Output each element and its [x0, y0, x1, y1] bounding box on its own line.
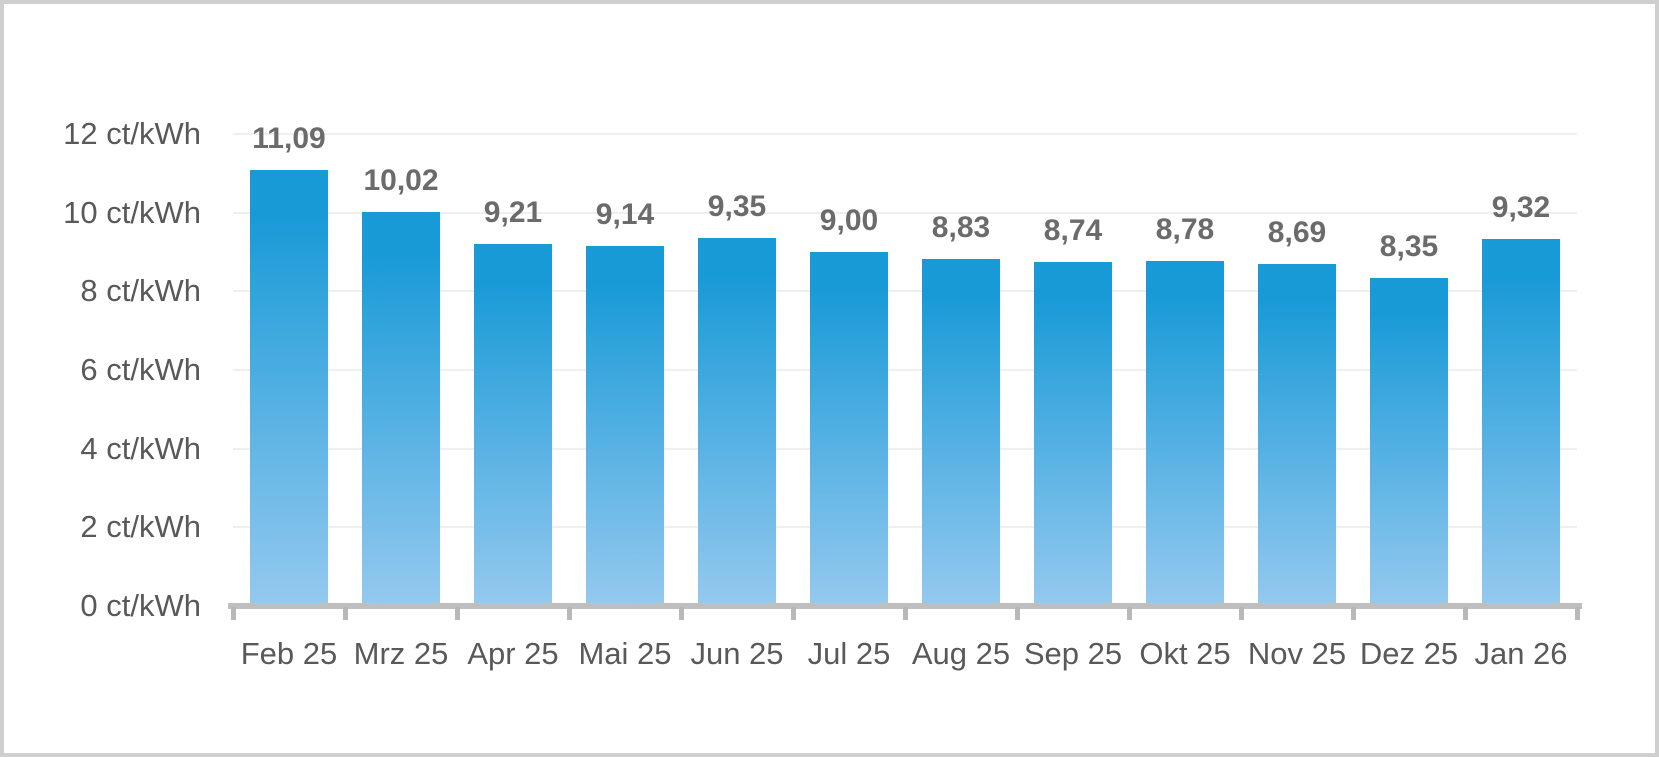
y-axis-tick-label: 0 ct/kWh	[80, 588, 201, 623]
x-axis-tick-label: Feb 25	[240, 636, 338, 671]
y-axis-tick-label: 12 ct/kWh	[63, 116, 201, 151]
x-axis-tick-mark	[1014, 607, 1020, 620]
x-axis-tick-label: Jun 25	[690, 636, 784, 671]
bar	[922, 258, 1000, 606]
x-axis-tick-mark	[454, 607, 460, 620]
x-axis-tick-mark	[1238, 607, 1244, 620]
gridline	[233, 447, 1577, 450]
bar	[474, 243, 552, 606]
x-axis-tick-mark	[790, 607, 796, 620]
bar-value-label: 9,21	[483, 195, 543, 229]
x-axis-tick-label: Jul 25	[807, 636, 891, 671]
gridline	[233, 211, 1577, 214]
bar-value-label: 9,32	[1491, 191, 1551, 225]
y-axis-tick-label: 2 ct/kWh	[80, 509, 201, 545]
bar-value-label: 9,14	[595, 198, 655, 232]
bar-value-label: 9,00	[819, 204, 879, 237]
x-axis-tick-label: Okt 25	[1139, 636, 1231, 671]
bar	[1482, 239, 1560, 606]
bars-layer	[4, 4, 1655, 753]
bar	[1034, 262, 1112, 606]
y-axis-tick-label: 8 ct/kWh	[80, 273, 201, 309]
bar	[362, 211, 440, 606]
y-axis-labels: 0 ct/kWh 2 ct/kWh 4 ct/kWh 6 ct/kWh 8 ct/kWh…	[4, 4, 1655, 753]
x-axis-tick-label: Sep 25	[1023, 636, 1123, 671]
x-axis-line	[228, 603, 1582, 609]
x-axis-tick-mark	[230, 607, 236, 620]
gridline	[233, 526, 1577, 529]
bar-value-label: 8,69	[1267, 216, 1327, 250]
x-axis-tick-label: Mrz 25	[353, 636, 449, 671]
x-axis-tick-label: Apr 25	[467, 636, 559, 671]
bar	[1146, 260, 1224, 606]
bar-value-label: 11,09	[252, 121, 326, 155]
gridlines-layer	[4, 4, 1655, 753]
y-axis-tick-label: 6 ct/kWh	[80, 352, 201, 387]
bar-value-label: 8,78	[1155, 212, 1215, 246]
x-axis-tick-label: Nov 25	[1247, 636, 1347, 671]
x-axis-tick-mark	[566, 607, 572, 620]
gridline	[233, 290, 1577, 293]
x-axis-tick-mark	[678, 607, 684, 620]
bar-value-label: 10,02	[363, 163, 439, 197]
x-axis-tick-mark	[1462, 607, 1468, 620]
gridline	[233, 369, 1577, 371]
bar-value-label: 8,35	[1379, 229, 1439, 263]
bar	[586, 246, 664, 606]
bar-value-labels: 11,09 10,02 9,21 9,14 9,35 9,00 8,83 8,74 8,78 8,…	[4, 4, 1655, 753]
x-axis-tick-mark	[902, 607, 908, 620]
x-axis-tick-label: Dez 25	[1359, 636, 1459, 671]
x-axis-layer	[4, 4, 1655, 753]
x-axis-tick-label: Mai 25	[578, 636, 672, 671]
y-axis-tick-label: 4 ct/kWh	[80, 430, 201, 466]
gridline	[233, 133, 1577, 135]
x-axis-tick-mark	[1574, 607, 1580, 620]
bar	[698, 238, 776, 606]
x-axis-tick-label: Aug 25	[911, 636, 1011, 671]
bar-value-label: 8,83	[931, 210, 991, 244]
x-axis-labels: Feb 25 Mrz 25 Apr 25 Mai 25 Jun 25 Jul 25 Aug …	[4, 4, 1655, 753]
x-axis-tick-label: Jan 26	[1474, 636, 1568, 671]
bar	[1370, 277, 1448, 606]
bar-value-label: 8,74	[1043, 214, 1103, 248]
bar	[250, 169, 328, 606]
bar-value-label: 9,35	[707, 190, 767, 224]
bar	[1258, 264, 1336, 606]
x-axis-tick-mark	[1126, 607, 1132, 620]
bar	[810, 252, 888, 606]
y-axis-tick-label: 10 ct/kWh	[63, 194, 201, 230]
x-axis-tick-mark	[1350, 607, 1356, 620]
x-axis-tick-mark	[342, 607, 348, 620]
